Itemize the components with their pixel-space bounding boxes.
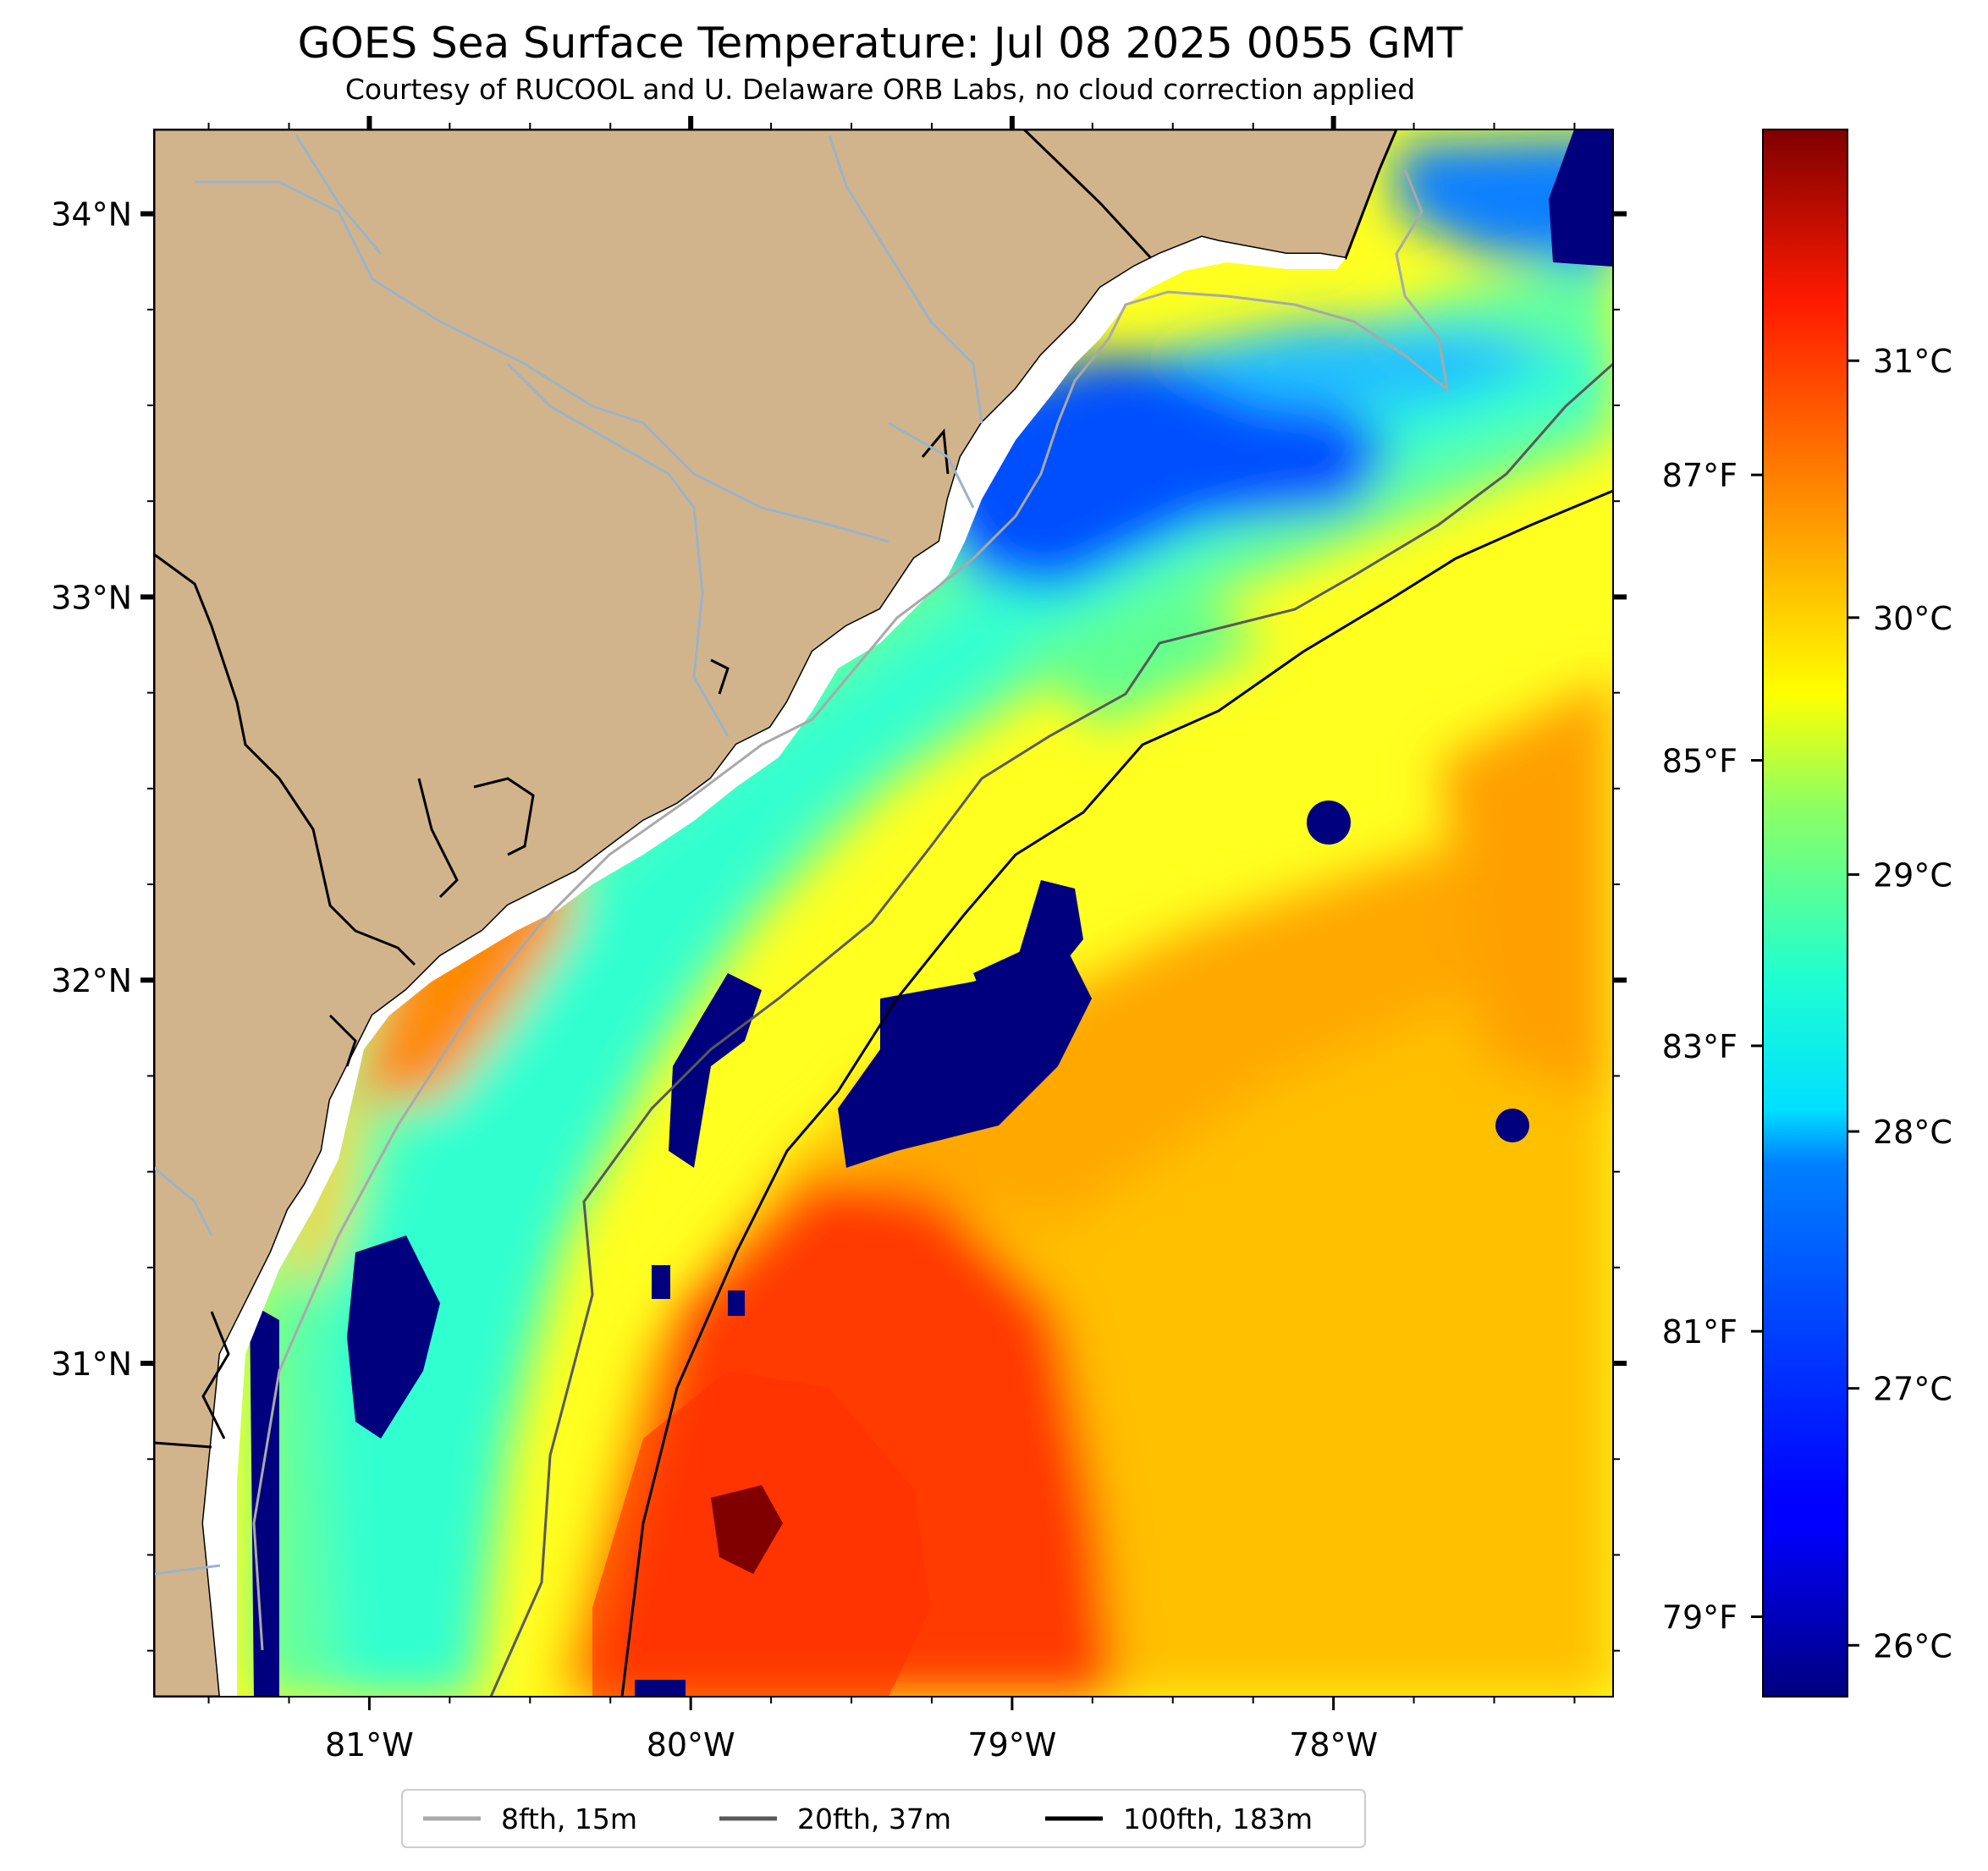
fahrenheit-tick-label: 79°F: [1662, 1599, 1737, 1637]
celsius-tick-label: 26°C: [1873, 1627, 1952, 1665]
lon-tick-label: 78°W: [1289, 1726, 1378, 1764]
legend-label: 8fth, 15m: [501, 1802, 637, 1835]
colorbar-fahrenheit-ticks: 79°F 81°F 83°F 85°F 87°F: [1662, 457, 1763, 1637]
rivers: [154, 135, 983, 1576]
celsius-tick-label: 29°C: [1873, 856, 1952, 894]
cloud-mask-patches: [250, 129, 1613, 1697]
colorbar: [1762, 129, 1848, 1698]
isobath-100fth: [620, 489, 1613, 1697]
legend: 8fth, 15m 20fth, 37m 100fth, 183m: [423, 1802, 1313, 1835]
legend-label: 20fth, 37m: [797, 1802, 951, 1835]
chart-subtitle: Courtesy of RUCOOL and U. Delaware ORB L…: [344, 73, 1416, 106]
celsius-tick-label: 27°C: [1873, 1371, 1952, 1408]
map-plot-area: [154, 129, 1613, 1697]
celsius-tick-label: 31°C: [1873, 343, 1952, 380]
celsius-tick-label: 28°C: [1873, 1114, 1952, 1151]
lat-tick-label: 34°N: [51, 196, 132, 234]
fahrenheit-tick-label: 81°F: [1662, 1313, 1737, 1351]
lon-tick-label: 79°W: [967, 1726, 1056, 1764]
estuaries: [201, 428, 950, 1439]
chart-title: GOES Sea Surface Temperature: Jul 08 202…: [297, 19, 1463, 68]
fahrenheit-tick-label: 87°F: [1662, 457, 1737, 494]
colorbar-celsius-ticks: 26°C 27°C 28°C 29°C 30°C 31°C: [1848, 343, 1952, 1665]
map-frame: [153, 129, 1614, 1698]
fahrenheit-tick-label: 85°F: [1662, 743, 1737, 780]
legend-box: [401, 1789, 1366, 1848]
lon-tick-label: 80°W: [647, 1726, 735, 1764]
isobath-8fth: [252, 168, 1450, 1651]
legend-label: 100fth, 183m: [1123, 1802, 1313, 1835]
lat-tick-label: 31°N: [51, 1345, 132, 1383]
longitude-axis: 81°W 80°W 79°W 78°W: [325, 116, 1378, 1764]
lat-tick-label: 32°N: [51, 962, 132, 999]
state-boundaries: [154, 129, 1153, 1449]
minor-ticks: [147, 123, 1620, 1703]
nearshore-nodata: [203, 237, 1346, 1697]
lat-tick-label: 33°N: [51, 579, 132, 616]
lon-tick-label: 81°W: [325, 1726, 414, 1764]
isobath-20fth: [489, 362, 1613, 1697]
latitude-axis: 31°N 32°N 33°N 34°N: [51, 196, 1627, 1383]
fahrenheit-tick-label: 83°F: [1662, 1028, 1737, 1065]
celsius-tick-label: 30°C: [1873, 600, 1952, 637]
